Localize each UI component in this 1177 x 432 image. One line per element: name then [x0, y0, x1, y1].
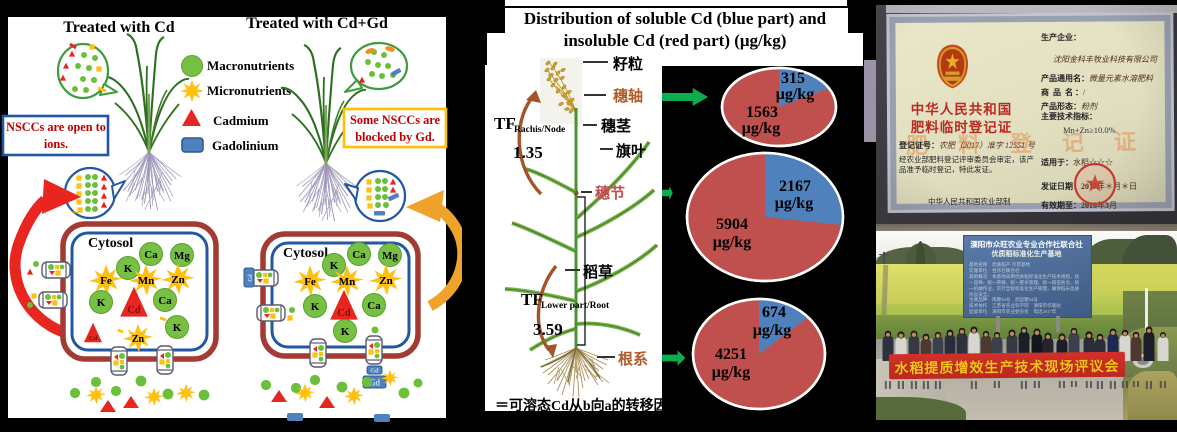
svg-text:μg/kg: μg/kg	[775, 195, 813, 212]
svg-text:Ca: Ca	[367, 300, 381, 312]
svg-text:Gd: Gd	[248, 274, 254, 281]
svg-text:1563: 1563	[746, 104, 778, 121]
svg-text:Rachis/Node: Rachis/Node	[514, 125, 565, 135]
svg-text:NSCCs are open to: NSCCs are open to	[6, 120, 106, 134]
svg-text:旗叶: 旗叶	[616, 142, 646, 160]
svg-text:K: K	[341, 326, 350, 338]
svg-text:Lower part/Root: Lower part/Root	[541, 301, 610, 311]
svg-text:674: 674	[762, 304, 786, 321]
svg-text:Some NSCCs are: Some NSCCs are	[350, 113, 440, 127]
svg-text:Fe: Fe	[304, 276, 316, 288]
svg-text:Gd: Gd	[369, 378, 380, 388]
svg-text:K: K	[330, 260, 339, 272]
svg-text:Treated with Cd: Treated with Cd	[63, 19, 175, 36]
svg-text:Zn: Zn	[379, 275, 392, 287]
svg-text:blocked by Gd.: blocked by Gd.	[355, 130, 435, 144]
svg-text:Ca: Ca	[144, 249, 158, 261]
svg-text:Cytosol: Cytosol	[283, 246, 328, 261]
svg-text:Zn: Zn	[171, 274, 184, 286]
svg-text:TF: TF	[521, 290, 543, 309]
svg-text:稻草: 稻草	[583, 263, 613, 281]
svg-text:TF: TF	[494, 114, 516, 133]
svg-text:μg/kg: μg/kg	[753, 322, 791, 339]
svg-text:穗茎: 穗茎	[601, 117, 631, 135]
svg-text:Fe: Fe	[100, 275, 112, 287]
svg-text:穗轴: 穗轴	[613, 87, 643, 105]
svg-text:K: K	[124, 263, 133, 275]
svg-text:穗节: 穗节	[595, 184, 625, 202]
svg-text:籽粒: 籽粒	[613, 55, 643, 73]
svg-text:μg/kg: μg/kg	[742, 120, 780, 137]
svg-text:Cytosol: Cytosol	[88, 236, 133, 251]
svg-text:μg/kg: μg/kg	[776, 86, 814, 103]
svg-text:Macronutrients: Macronutrients	[207, 58, 294, 73]
svg-text:Zn: Zn	[132, 334, 145, 345]
svg-text:Mg: Mg	[174, 250, 190, 262]
svg-text:1.35: 1.35	[513, 143, 543, 162]
svg-text:根系: 根系	[618, 350, 648, 368]
svg-text:ions.: ions.	[44, 137, 68, 151]
svg-text:K: K	[173, 322, 182, 334]
svg-text:2167: 2167	[779, 178, 811, 195]
svg-text:Cadmium: Cadmium	[213, 113, 269, 128]
svg-text:5904: 5904	[716, 216, 748, 233]
svg-text:K: K	[97, 297, 106, 309]
svg-text:K: K	[311, 301, 320, 313]
svg-text:Ca: Ca	[352, 249, 366, 261]
svg-text:Gadolinium: Gadolinium	[212, 138, 279, 153]
svg-text:3.59: 3.59	[533, 320, 563, 339]
svg-text:＝可溶态Cd从b向a的转移因: ＝可溶态Cd从b向a的转移因	[495, 397, 668, 414]
svg-text:Ca: Ca	[158, 295, 172, 307]
svg-text:Treated with Cd+Gd: Treated with Cd+Gd	[246, 15, 388, 32]
svg-text:4251: 4251	[715, 346, 747, 363]
svg-text:Mn: Mn	[339, 276, 356, 288]
svg-text:μg/kg: μg/kg	[712, 364, 750, 381]
svg-text:Gd: Gd	[371, 368, 380, 375]
svg-text:Mn: Mn	[138, 275, 155, 287]
svg-text:315: 315	[781, 70, 805, 87]
svg-text:Micronutrients: Micronutrients	[207, 83, 291, 98]
svg-text:Mg: Mg	[382, 250, 398, 262]
svg-text:μg/kg: μg/kg	[713, 234, 751, 251]
